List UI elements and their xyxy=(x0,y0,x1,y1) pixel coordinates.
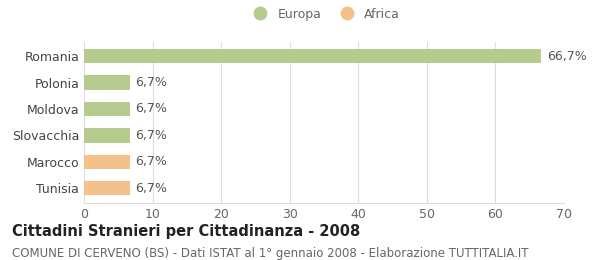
Text: Cittadini Stranieri per Cittadinanza - 2008: Cittadini Stranieri per Cittadinanza - 2… xyxy=(12,224,360,239)
Text: COMUNE DI CERVENO (BS) - Dati ISTAT al 1° gennaio 2008 - Elaborazione TUTTITALIA: COMUNE DI CERVENO (BS) - Dati ISTAT al 1… xyxy=(12,247,529,260)
Text: 66,7%: 66,7% xyxy=(547,50,587,63)
Bar xyxy=(84,181,130,196)
Legend: Europa, Africa: Europa, Africa xyxy=(243,3,405,26)
Text: 6,7%: 6,7% xyxy=(136,129,167,142)
Bar xyxy=(84,154,130,169)
Bar xyxy=(84,128,130,143)
Text: 6,7%: 6,7% xyxy=(136,76,167,89)
Text: 6,7%: 6,7% xyxy=(136,155,167,168)
Bar xyxy=(84,75,130,90)
Bar xyxy=(84,49,541,63)
Text: 6,7%: 6,7% xyxy=(136,182,167,195)
Text: 6,7%: 6,7% xyxy=(136,102,167,115)
Bar xyxy=(84,102,130,116)
